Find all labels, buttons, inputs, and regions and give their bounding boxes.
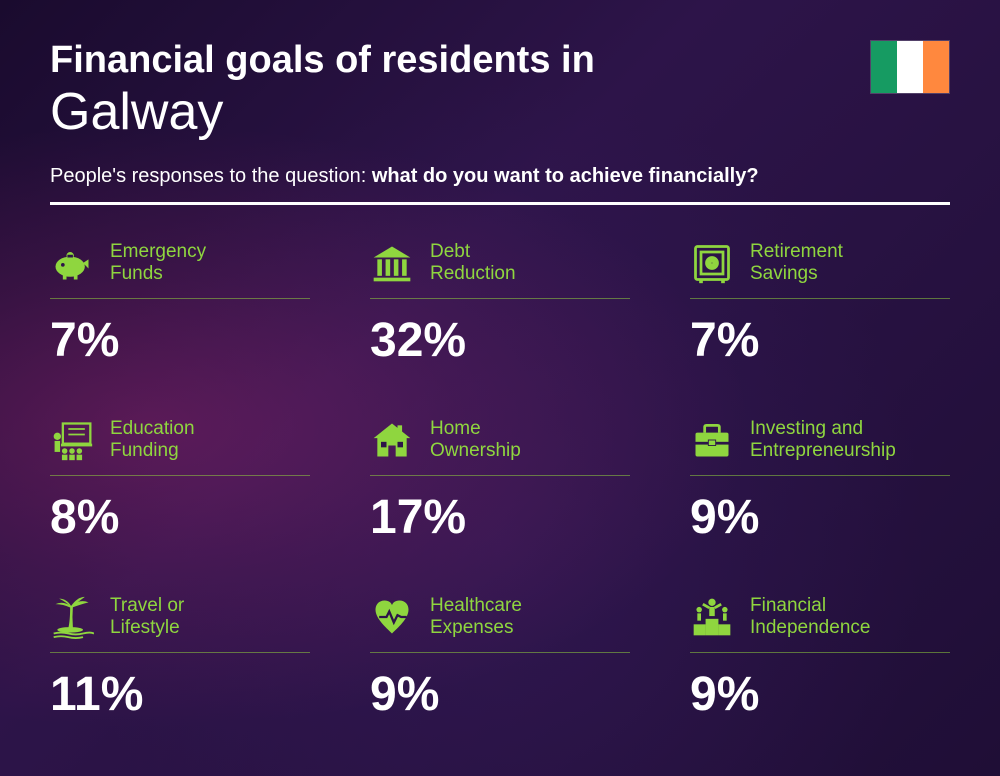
safe-icon [690, 241, 734, 285]
stat-debt-reduction: DebtReduction 32% [370, 239, 630, 368]
stat-label: DebtReduction [430, 241, 516, 287]
flag-stripe-white [897, 41, 923, 93]
stat-label: Investing andEntrepreneurship [750, 418, 896, 464]
stat-head: EmergencyFunds [50, 239, 310, 299]
stat-head: HomeOwnership [370, 416, 630, 476]
stats-grid: EmergencyFunds 7% DebtReduction 32% Reti… [50, 239, 950, 722]
stat-healthcare: HealthcareExpenses 9% [370, 593, 630, 722]
divider [50, 202, 950, 205]
stat-head: Travel orLifestyle [50, 593, 310, 653]
stat-head: RetirementSavings [690, 239, 950, 299]
house-icon [370, 418, 414, 462]
stat-retirement-savings: RetirementSavings 7% [690, 239, 950, 368]
stat-value: 8% [50, 490, 310, 545]
briefcase-icon [690, 418, 734, 462]
stat-label: HomeOwnership [430, 418, 521, 464]
stat-value: 9% [370, 667, 630, 722]
podium-icon [690, 595, 734, 639]
stat-financial-independence: FinancialIndependence 9% [690, 593, 950, 722]
stat-label: FinancialIndependence [750, 595, 870, 641]
stat-head: HealthcareExpenses [370, 593, 630, 653]
stat-label: HealthcareExpenses [430, 595, 522, 641]
flag-stripe-orange [923, 41, 949, 93]
flag-stripe-green [871, 41, 897, 93]
stat-label: EmergencyFunds [110, 241, 206, 287]
stat-investing: Investing andEntrepreneurship 9% [690, 416, 950, 545]
stat-education-funding: EducationFunding 8% [50, 416, 310, 545]
stat-travel-lifestyle: Travel orLifestyle 11% [50, 593, 310, 722]
stat-value: 32% [370, 313, 630, 368]
stat-value: 17% [370, 490, 630, 545]
subtitle: People's responses to the question: what… [50, 165, 950, 188]
heart-icon [370, 595, 414, 639]
title-line1: Financial goals of residents in [50, 40, 870, 82]
stat-value: 9% [690, 490, 950, 545]
stat-label: RetirementSavings [750, 241, 843, 287]
subtitle-prefix: People's responses to the question: [50, 165, 372, 187]
stat-head: FinancialIndependence [690, 593, 950, 653]
title-line2: Galway [50, 84, 870, 141]
subtitle-bold: what do you want to achieve financially? [372, 165, 759, 187]
flag-ireland [870, 40, 950, 94]
stat-label: Travel orLifestyle [110, 595, 184, 641]
stat-emergency-funds: EmergencyFunds 7% [50, 239, 310, 368]
education-icon [50, 418, 94, 462]
stat-value: 11% [50, 667, 310, 722]
title-block: Financial goals of residents in Galway [50, 40, 870, 141]
stat-value: 7% [690, 313, 950, 368]
stat-label: EducationFunding [110, 418, 195, 464]
stat-value: 9% [690, 667, 950, 722]
stat-head: DebtReduction [370, 239, 630, 299]
header: Financial goals of residents in Galway [50, 40, 950, 141]
piggy-bank-icon [50, 241, 94, 285]
stat-value: 7% [50, 313, 310, 368]
stat-home-ownership: HomeOwnership 17% [370, 416, 630, 545]
bank-icon [370, 241, 414, 285]
stat-head: Investing andEntrepreneurship [690, 416, 950, 476]
palm-icon [50, 595, 94, 639]
stat-head: EducationFunding [50, 416, 310, 476]
